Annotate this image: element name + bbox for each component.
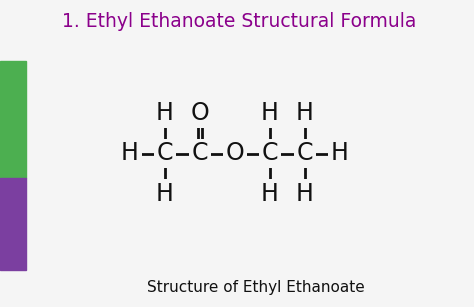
Text: H: H: [261, 101, 279, 125]
Text: H: H: [156, 182, 174, 206]
Text: H: H: [156, 101, 174, 125]
Text: H: H: [121, 142, 139, 165]
Text: H: H: [261, 182, 279, 206]
Text: C: C: [156, 142, 173, 165]
Text: H: H: [296, 182, 314, 206]
Text: H: H: [331, 142, 349, 165]
Text: 1. Ethyl Ethanoate Structural Formula: 1. Ethyl Ethanoate Structural Formula: [62, 12, 416, 31]
Text: Structure of Ethyl Ethanoate: Structure of Ethyl Ethanoate: [147, 280, 365, 295]
Text: C: C: [262, 142, 278, 165]
Text: C: C: [191, 142, 208, 165]
Text: O: O: [191, 101, 209, 125]
Text: O: O: [226, 142, 244, 165]
Text: C: C: [297, 142, 313, 165]
Text: H: H: [296, 101, 314, 125]
